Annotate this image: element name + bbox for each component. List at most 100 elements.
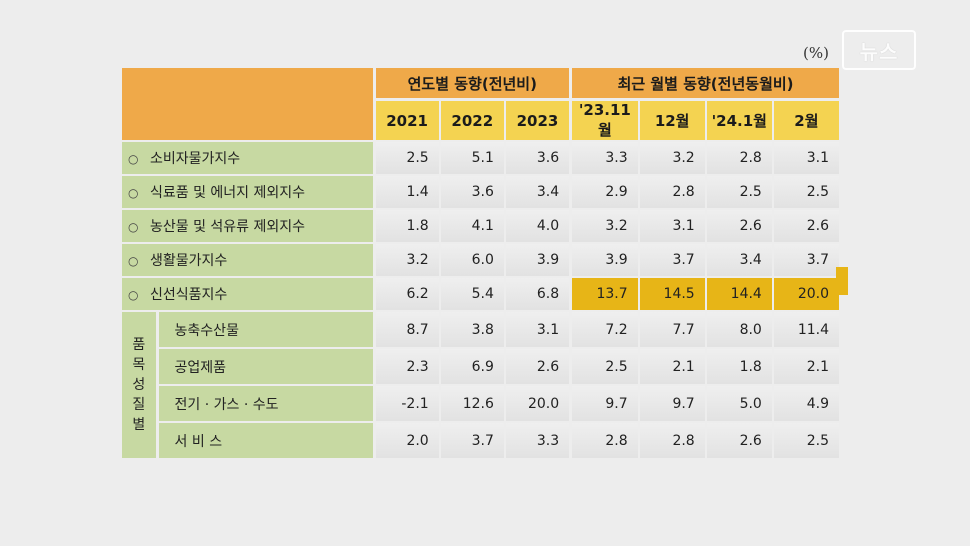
bullet-icon: ○ — [128, 220, 139, 234]
table-cell: 3.2 — [375, 242, 441, 276]
table-cell: 2.1 — [639, 347, 707, 384]
sub-row-label: 공업제품 — [158, 347, 376, 384]
bullet-icon: ○ — [128, 152, 139, 166]
bullet-icon: ○ — [128, 254, 139, 268]
table-cell: 2.3 — [375, 347, 441, 384]
table-cell: 6.2 — [375, 276, 441, 310]
table-cell: 1.4 — [375, 174, 441, 208]
table-cell: 2.5 — [773, 174, 839, 208]
table-cell: 2.5 — [706, 174, 774, 208]
table-row: 전기 · 가스 · 수도 -2.1 12.6 20.0 9.7 9.7 5.0 … — [122, 384, 839, 421]
column-header: 2023 — [505, 101, 573, 140]
table-cell: 6.8 — [505, 276, 573, 310]
table-cell: 7.2 — [572, 310, 640, 347]
table-cell: 20.0 — [505, 384, 573, 421]
column-header: '23.11월 — [572, 101, 640, 140]
table-cell: 3.7 — [773, 242, 839, 276]
table-row: ○ 식료품 및 에너지 제외지수 1.4 3.6 3.4 2.9 2.8 2.5 … — [122, 174, 839, 208]
highlighted-cell: 14.4 — [706, 276, 774, 310]
table-cell: 3.1 — [773, 140, 839, 174]
table-row: 서 비 스 2.0 3.7 3.3 2.8 2.8 2.6 2.5 — [122, 421, 839, 458]
table-cell: 2.6 — [505, 347, 573, 384]
table-cell: 1.8 — [706, 347, 774, 384]
sub-row-label: 전기 · 가스 · 수도 — [158, 384, 376, 421]
table-cell: 2.8 — [706, 140, 774, 174]
highlighted-cell: 20.0 — [773, 276, 839, 310]
highlight-extension — [836, 267, 848, 295]
table-cell: 2.9 — [572, 174, 640, 208]
table-cell: -2.1 — [375, 384, 441, 421]
table-cell: 3.1 — [505, 310, 573, 347]
highlighted-cell: 13.7 — [572, 276, 640, 310]
table-cell: 2.8 — [639, 421, 707, 458]
sub-row-label: 농축수산물 — [158, 310, 376, 347]
table-cell: 3.7 — [440, 421, 506, 458]
table-row-highlighted: ○ 신선식품지수 6.2 5.4 6.8 13.7 14.5 14.4 20.0 — [122, 276, 839, 310]
row-label: ○ 식료품 및 에너지 제외지수 — [122, 174, 376, 208]
table-row: 품 목 성 질 별 농축수산물 8.7 3.8 3.1 7.2 7.7 8.0 … — [122, 310, 839, 458]
table-cell: 4.1 — [440, 208, 506, 242]
table-cell: 2.8 — [639, 174, 707, 208]
table-cell: 11.4 — [773, 310, 839, 347]
row-label-text: 농산물 및 석유류 제외지수 — [150, 219, 306, 235]
header-blank-cell — [122, 68, 376, 140]
highlighted-cell: 14.5 — [639, 276, 707, 310]
group-label-char: 성 — [132, 377, 146, 393]
price-index-table: 연도별 동향(전년비) 최근 월별 동향(전년동월비) 2021 2022 20… — [122, 68, 839, 458]
table-cell: 4.9 — [773, 384, 839, 421]
table-cell: 3.9 — [572, 242, 640, 276]
table-cell: 3.2 — [572, 208, 640, 242]
table-row: ○ 소비자물가지수 2.5 5.1 3.6 3.3 3.2 2.8 3.1 — [122, 140, 839, 174]
table-cell: 5.0 — [706, 384, 774, 421]
group-header-annual: 연도별 동향(전년비) — [375, 68, 573, 101]
table-cell: 3.4 — [706, 242, 774, 276]
table-cell: 3.2 — [639, 140, 707, 174]
bullet-icon: ○ — [128, 186, 139, 200]
table-cell: 2.1 — [773, 347, 839, 384]
column-header: 2022 — [440, 101, 506, 140]
table-cell: 3.3 — [505, 421, 573, 458]
table-cell: 3.8 — [440, 310, 506, 347]
table-row: ○ 농산물 및 석유류 제외지수 1.8 4.1 4.0 3.2 3.1 2.6 … — [122, 208, 839, 242]
row-label-text: 소비자물가지수 — [150, 151, 241, 167]
table-cell: 4.0 — [505, 208, 573, 242]
table-cell: 1.8 — [375, 208, 441, 242]
broadcaster-logo: 뉴스 — [842, 30, 916, 70]
group-header-monthly: 최근 월별 동향(전년동월비) — [572, 68, 839, 101]
table-cell: 3.7 — [639, 242, 707, 276]
row-label-text: 식료품 및 에너지 제외지수 — [150, 185, 306, 201]
table-cell: 8.0 — [706, 310, 774, 347]
bullet-icon: ○ — [128, 288, 139, 302]
table-cell: 12.6 — [440, 384, 506, 421]
table-cell: 3.6 — [505, 140, 573, 174]
table-cell: 2.5 — [773, 421, 839, 458]
row-label-text: 생활물가지수 — [150, 253, 228, 269]
table-cell: 3.3 — [572, 140, 640, 174]
table-cell: 9.7 — [572, 384, 640, 421]
table-cell: 2.0 — [375, 421, 441, 458]
group-vertical-label: 품 목 성 질 별 — [122, 310, 159, 458]
table-row: 공업제품 2.3 6.9 2.6 2.5 2.1 1.8 2.1 — [122, 347, 839, 384]
table-cell: 2.5 — [572, 347, 640, 384]
row-label: ○ 신선식품지수 — [122, 276, 376, 310]
table-cell: 2.5 — [375, 140, 441, 174]
group-label-char: 목 — [132, 357, 146, 373]
table-cell: 3.1 — [639, 208, 707, 242]
unit-label: (%) — [803, 44, 829, 62]
group-label-char: 질 — [132, 397, 146, 413]
table-cell: 8.7 — [375, 310, 441, 347]
table-cell: 3.6 — [440, 174, 506, 208]
table-cell: 3.4 — [505, 174, 573, 208]
column-header: 2021 — [375, 101, 441, 140]
table-cell: 3.9 — [505, 242, 573, 276]
column-header: '24.1월 — [706, 101, 774, 140]
row-label: ○ 생활물가지수 — [122, 242, 376, 276]
sub-row-label: 서 비 스 — [158, 421, 376, 458]
table-row: ○ 생활물가지수 3.2 6.0 3.9 3.9 3.7 3.4 3.7 — [122, 242, 839, 276]
table-cell: 7.7 — [639, 310, 707, 347]
table-cell: 9.7 — [639, 384, 707, 421]
table-cell: 6.0 — [440, 242, 506, 276]
table-cell: 5.4 — [440, 276, 506, 310]
group-label-char: 별 — [132, 417, 146, 433]
table-cell: 2.6 — [706, 208, 774, 242]
